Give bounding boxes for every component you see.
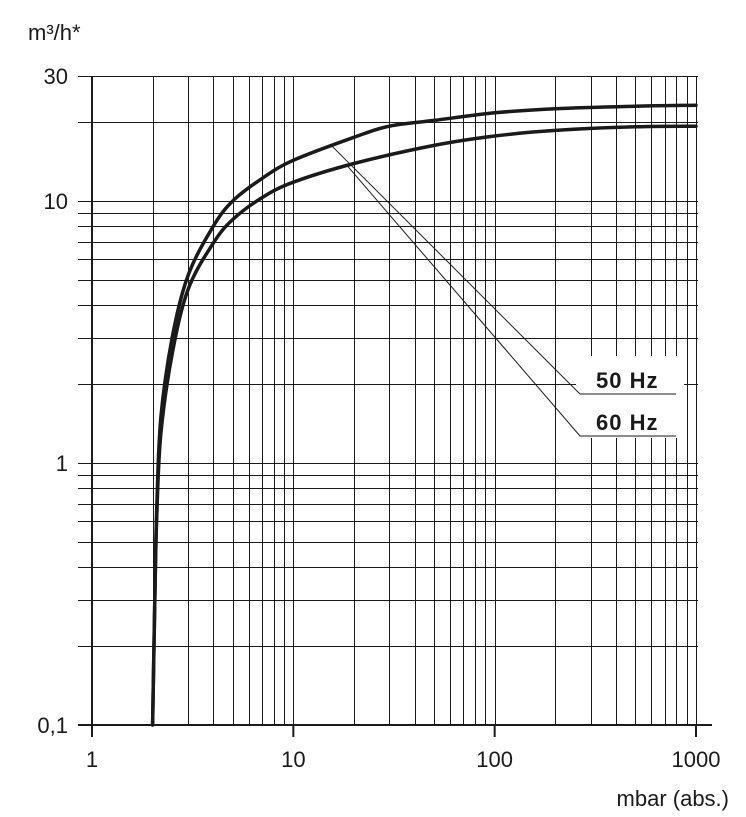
legend-leader-line [331, 145, 676, 395]
x-tick-label: 1 [86, 747, 98, 772]
legend-label: 60 Hz [596, 410, 658, 435]
x-tick-label: 1000 [672, 747, 721, 772]
y-tick-label: 30 [44, 64, 68, 89]
x-axis-title: mbar (abs.) [617, 786, 729, 811]
legend-label: 50 Hz [596, 368, 658, 393]
legend-background [576, 356, 684, 438]
legend-layer: 50 Hz 60 Hz [331, 145, 684, 438]
axes-layer [78, 76, 712, 737]
y-tick-label: 10 [44, 189, 68, 214]
y-axis-title: m³/h* [28, 20, 81, 45]
x-tick-label: 10 [281, 747, 305, 772]
legend-leader-line [346, 165, 676, 437]
x-tick-label: 100 [476, 747, 513, 772]
series-layer [150, 103, 698, 727]
y-tick-label: 1 [56, 451, 68, 476]
series-line-1 [150, 124, 698, 727]
labels-layer: m³/h* mbar (abs.) 1 10 100 1000 0,1 1 10 30 [28, 20, 729, 811]
y-tick-label: 0,1 [37, 713, 68, 738]
